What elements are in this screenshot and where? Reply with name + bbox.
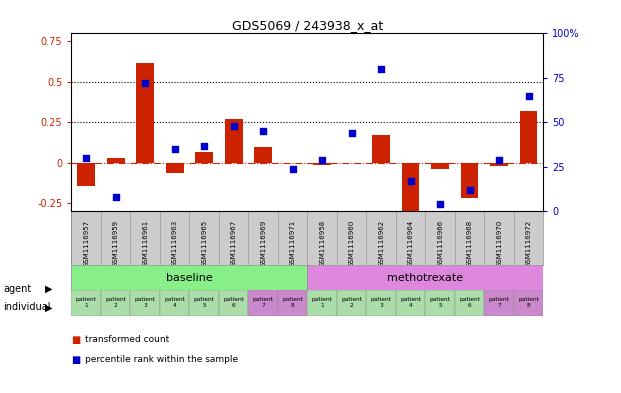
Text: patient
8: patient 8 (282, 297, 303, 308)
Bar (107, 158, 124, 163)
Text: patient
7: patient 7 (253, 297, 274, 308)
Text: GSM1116959: GSM1116959 (112, 220, 119, 267)
Text: GSM1116958: GSM1116958 (319, 220, 325, 267)
Text: GSM1116970: GSM1116970 (496, 220, 502, 267)
Text: GSM1116972: GSM1116972 (525, 220, 532, 267)
Bar (514, 290, 543, 316)
Point (376, 66, 386, 72)
Point (494, 157, 504, 163)
Point (465, 187, 474, 193)
Bar (101, 290, 130, 316)
Point (229, 123, 238, 129)
Text: patient
2: patient 2 (341, 297, 362, 308)
Text: patient
7: patient 7 (489, 297, 510, 308)
Text: patient
8: patient 8 (518, 297, 539, 308)
Bar (307, 266, 543, 290)
Text: patient
4: patient 4 (164, 297, 185, 308)
Text: patient
6: patient 6 (459, 297, 480, 308)
Bar (130, 290, 160, 316)
Bar (225, 119, 242, 163)
Text: patient
4: patient 4 (400, 297, 421, 308)
Text: GSM1116963: GSM1116963 (171, 220, 178, 267)
Point (170, 146, 179, 152)
Bar (484, 290, 514, 316)
Point (524, 93, 533, 99)
Text: GSM1116965: GSM1116965 (201, 220, 207, 267)
Point (317, 157, 327, 163)
Point (435, 201, 445, 208)
Text: patient
5: patient 5 (430, 297, 451, 308)
Bar (396, 290, 425, 316)
Text: transformed count: transformed count (85, 336, 170, 344)
Bar (219, 290, 248, 316)
Text: patient
6: patient 6 (223, 297, 244, 308)
Point (258, 128, 268, 134)
Text: baseline: baseline (166, 273, 213, 283)
Bar (431, 163, 449, 169)
Bar (461, 163, 478, 198)
Text: GSM1116969: GSM1116969 (260, 220, 266, 267)
Text: percentile rank within the sample: percentile rank within the sample (85, 355, 238, 364)
Text: patient
1: patient 1 (312, 297, 333, 308)
Bar (195, 152, 213, 163)
Bar (248, 290, 278, 316)
Bar (490, 163, 508, 166)
Bar (189, 290, 219, 316)
Bar (314, 163, 331, 165)
Bar (366, 290, 396, 316)
Text: GSM1116967: GSM1116967 (230, 220, 237, 267)
Bar (520, 111, 537, 163)
Bar (307, 290, 337, 316)
Text: ▶: ▶ (45, 284, 53, 294)
Bar (255, 147, 272, 163)
Bar (71, 290, 101, 316)
Point (81, 155, 91, 161)
Point (288, 165, 297, 172)
Point (140, 80, 150, 86)
Text: GSM1116962: GSM1116962 (378, 220, 384, 267)
Bar (337, 290, 366, 316)
Text: patient
3: patient 3 (135, 297, 156, 308)
Text: GSM1116961: GSM1116961 (142, 220, 148, 267)
Text: patient
1: patient 1 (76, 297, 97, 308)
Bar (425, 290, 455, 316)
Bar (455, 290, 484, 316)
Text: GSM1116960: GSM1116960 (348, 220, 355, 267)
Point (199, 142, 209, 149)
Text: patient
3: patient 3 (371, 297, 392, 308)
Bar (71, 266, 307, 290)
Bar (166, 163, 184, 173)
Bar (278, 290, 307, 316)
Point (347, 130, 356, 136)
Text: GSM1116966: GSM1116966 (437, 220, 443, 267)
Text: patient
2: patient 2 (105, 297, 126, 308)
Text: GSM1116971: GSM1116971 (289, 220, 296, 267)
Text: ▶: ▶ (45, 302, 53, 312)
Text: methotrexate: methotrexate (388, 273, 463, 283)
Bar (137, 62, 154, 163)
Bar (372, 135, 390, 163)
Text: GSM1116968: GSM1116968 (466, 220, 473, 267)
Point (111, 194, 120, 200)
Title: GDS5069 / 243938_x_at: GDS5069 / 243938_x_at (232, 19, 383, 32)
Text: ■: ■ (71, 335, 81, 345)
Bar (160, 290, 189, 316)
Point (406, 178, 415, 184)
Text: GSM1116964: GSM1116964 (407, 220, 414, 267)
Bar (78, 163, 95, 185)
Bar (402, 163, 419, 211)
Text: ■: ■ (71, 354, 81, 365)
Text: patient
5: patient 5 (194, 297, 215, 308)
Text: agent: agent (3, 284, 31, 294)
Text: GSM1116957: GSM1116957 (83, 220, 89, 267)
Text: individual: individual (3, 302, 50, 312)
